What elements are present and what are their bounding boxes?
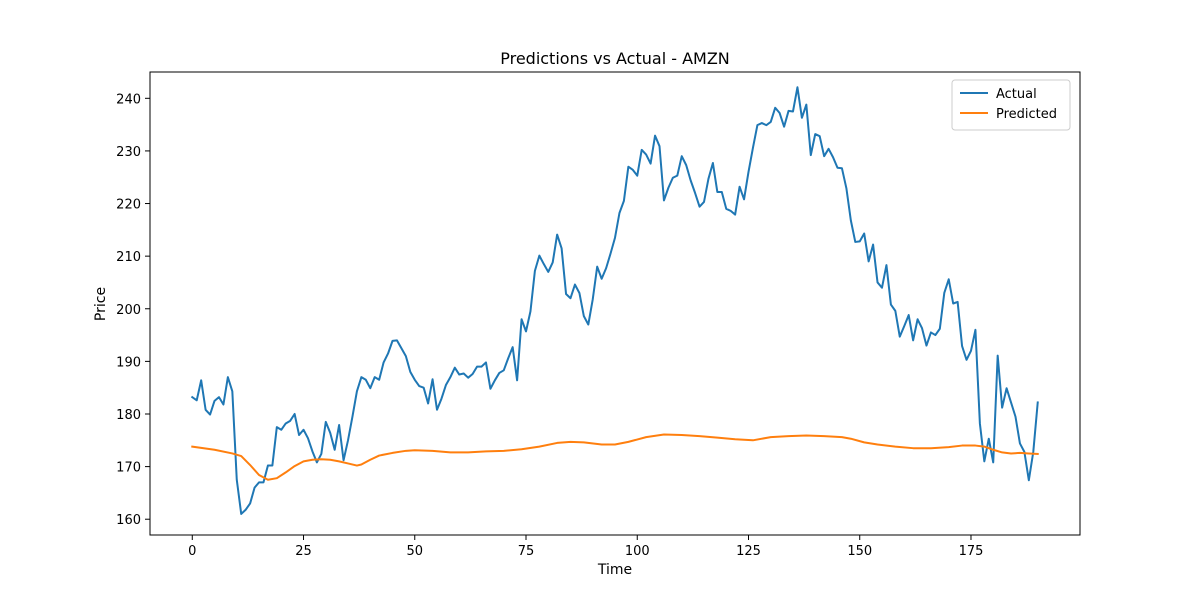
y-tick-label: 240 (116, 92, 141, 107)
y-tick-label: 200 (116, 303, 141, 318)
y-tick-label: 220 (116, 198, 141, 213)
series-line-predicted (191, 433, 1039, 481)
y-tick-label: 210 (116, 250, 141, 265)
x-tick-label: 25 (295, 544, 312, 559)
y-tick-label: 180 (116, 408, 141, 423)
x-axis: 0 25 50 75 100 125 150 175 (188, 535, 983, 559)
x-tick-label: 150 (847, 544, 872, 559)
x-tick-label: 125 (736, 544, 761, 559)
legend: Actual Predicted (951, 79, 1071, 131)
y-axis: 160 170 180 190 200 210 220 230 240 (116, 92, 150, 528)
series-line-actual (190, 86, 1039, 515)
x-tick-label: 175 (959, 544, 984, 559)
y-axis-label: Price (93, 287, 109, 321)
plot-area (149, 71, 1081, 536)
y-tick-label: 160 (116, 513, 141, 528)
x-tick-label: 75 (518, 544, 535, 559)
plot-frame (149, 71, 1081, 536)
y-tick-label: 230 (116, 145, 141, 160)
x-tick-label: 0 (188, 544, 196, 559)
y-tick-label: 190 (116, 355, 141, 370)
x-tick-label: 50 (406, 544, 423, 559)
legend-label-predicted: Predicted (996, 107, 1057, 122)
x-axis-label: Time (597, 562, 632, 578)
legend-label-actual: Actual (996, 87, 1037, 102)
x-tick-label: 100 (625, 544, 650, 559)
chart-title: Predictions vs Actual - AMZN (500, 49, 730, 68)
y-tick-label: 170 (116, 461, 141, 476)
